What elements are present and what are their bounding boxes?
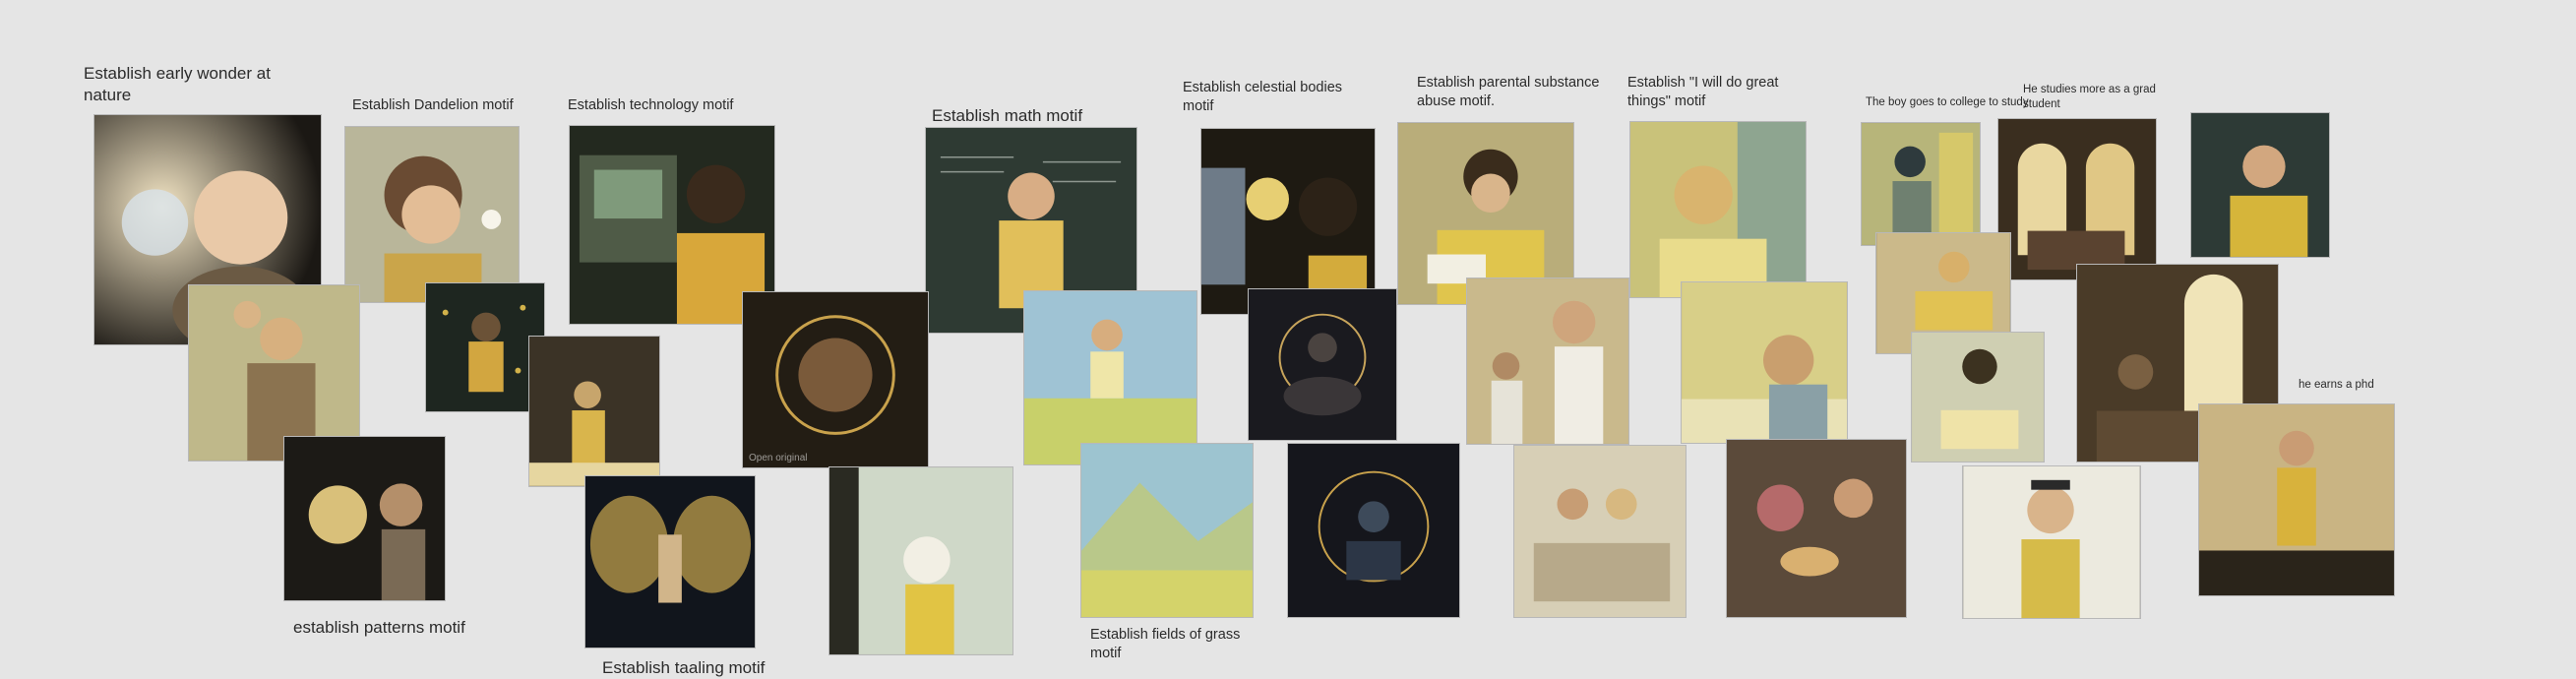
- card-father-son[interactable]: [188, 284, 360, 462]
- boy-birds-icon: [426, 283, 544, 411]
- card-two-boys-sofa[interactable]: [1513, 445, 1687, 618]
- label-phd[interactable]: he earns a phd: [2299, 379, 2374, 391]
- phd-lecture-icon: [2199, 404, 2394, 595]
- label-math[interactable]: Establish math motif: [932, 106, 1083, 125]
- card-library-study[interactable]: [2076, 264, 2279, 463]
- card-college[interactable]: [1861, 122, 1981, 246]
- college-icon: [1862, 123, 1980, 245]
- woman-bread-icon: [1727, 440, 1906, 617]
- card-reading-book[interactable]: [1911, 332, 2045, 463]
- card-boy-butterflies[interactable]: [528, 336, 660, 487]
- card-drunk-father[interactable]: [1466, 278, 1629, 445]
- card-boy-sunburst[interactable]: [1681, 281, 1848, 444]
- label-technology[interactable]: Establish technology motif: [568, 97, 734, 113]
- card-boy-reading[interactable]: [1397, 122, 1574, 305]
- professor-icon: [2191, 113, 2329, 257]
- card-boy-dandelion[interactable]: [344, 126, 520, 303]
- label-patterns[interactable]: establish patterns motif: [293, 618, 465, 637]
- label-dandelion[interactable]: Establish Dandelion motif: [352, 97, 514, 113]
- open-original-link[interactable]: Open original: [749, 453, 808, 463]
- boy-sunburst-icon: [1682, 282, 1847, 443]
- card-boy-running[interactable]: [1023, 290, 1197, 465]
- label-early-wonder[interactable]: Establish early wonder at nature: [84, 64, 271, 105]
- label-celestial[interactable]: Establish celestial bodies motif: [1183, 80, 1343, 114]
- card-grass-fields[interactable]: [1080, 443, 1254, 618]
- father-son-icon: [189, 285, 359, 461]
- card-snail-shell[interactable]: [283, 436, 446, 601]
- boy-dandelion-icon: [345, 127, 519, 302]
- father-boy-icon: [1467, 278, 1628, 444]
- card-graduate[interactable]: [1962, 465, 2141, 619]
- card-boy-meditating[interactable]: [1248, 288, 1397, 441]
- boy-gazing-icon: [1630, 122, 1806, 297]
- label-great-things[interactable]: Establish "I will do great things" motif: [1627, 75, 1779, 109]
- cosmic-boy-icon: [1288, 444, 1459, 617]
- reading-book-icon: [1912, 333, 2044, 462]
- library-icon: [1998, 119, 2156, 279]
- boy-butterflies-icon: [529, 337, 659, 486]
- card-boy-moon[interactable]: [1200, 128, 1376, 315]
- label-grad[interactable]: He studies more as a grad student: [2023, 84, 2156, 110]
- two-boys-icon: [1514, 446, 1686, 617]
- card-crowned-boy[interactable]: [828, 466, 1013, 655]
- card-boy-swirls[interactable]: Open original: [742, 291, 929, 468]
- label-college[interactable]: The boy goes to college to study: [1866, 96, 2029, 108]
- card-studying-desk[interactable]: [1875, 232, 2011, 354]
- card-winged-boy[interactable]: [584, 475, 756, 648]
- boy-swirls-icon: [743, 292, 928, 467]
- card-woman-bread[interactable]: [1726, 439, 1907, 618]
- card-professor[interactable]: [2190, 112, 2330, 258]
- card-cosmic-boy[interactable]: [1287, 443, 1460, 618]
- crowned-boy-icon: [829, 467, 1012, 654]
- graduate-icon: [1963, 466, 2140, 618]
- boy-meditating-icon: [1249, 289, 1396, 440]
- grass-fields-icon: [1081, 444, 1253, 617]
- card-grad-library[interactable]: [1997, 118, 2157, 280]
- label-grass[interactable]: Establish fields of grass motif: [1090, 627, 1241, 661]
- boy-moon-icon: [1201, 129, 1375, 314]
- card-boy-birds[interactable]: [425, 282, 545, 412]
- card-phd-lecture[interactable]: [2198, 403, 2395, 596]
- boy-reading-icon: [1398, 123, 1573, 304]
- winged-boy-icon: [585, 476, 755, 648]
- label-cut-off[interactable]: Establish taaling motif: [602, 658, 766, 677]
- boy-running-icon: [1024, 291, 1196, 464]
- snail-shell-icon: [284, 437, 445, 600]
- label-parental[interactable]: Establish parental substance abuse motif…: [1417, 75, 1600, 109]
- card-boy-gazing[interactable]: [1629, 121, 1807, 298]
